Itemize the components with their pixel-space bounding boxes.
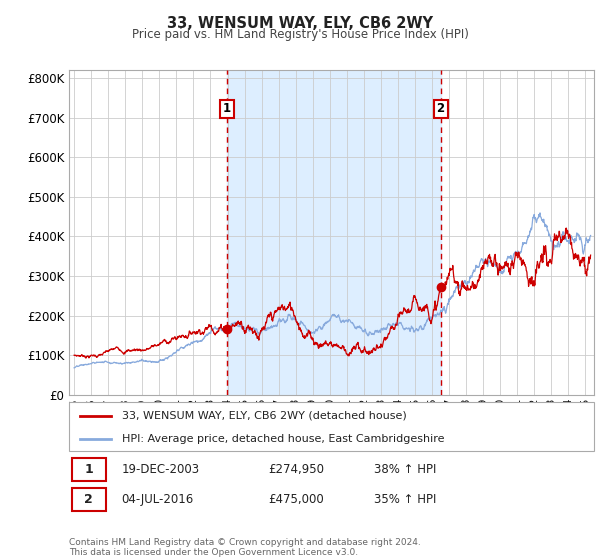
Text: £274,950: £274,950 [269, 463, 325, 476]
Text: 19-DEC-2003: 19-DEC-2003 [121, 463, 200, 476]
FancyBboxPatch shape [69, 402, 594, 451]
FancyBboxPatch shape [71, 458, 106, 481]
FancyBboxPatch shape [71, 488, 106, 511]
Text: 35% ↑ HPI: 35% ↑ HPI [373, 493, 436, 506]
Text: 33, WENSUM WAY, ELY, CB6 2WY: 33, WENSUM WAY, ELY, CB6 2WY [167, 16, 433, 31]
Text: 2: 2 [437, 102, 445, 115]
Text: 2: 2 [85, 493, 93, 506]
Text: 1: 1 [223, 102, 231, 115]
Bar [227, 70, 440, 395]
Text: 1: 1 [85, 463, 93, 476]
Text: Price paid vs. HM Land Registry's House Price Index (HPI): Price paid vs. HM Land Registry's House … [131, 28, 469, 41]
Text: Contains HM Land Registry data © Crown copyright and database right 2024.
This d: Contains HM Land Registry data © Crown c… [69, 538, 421, 557]
Text: 38% ↑ HPI: 38% ↑ HPI [373, 463, 436, 476]
Text: 04-JUL-2016: 04-JUL-2016 [121, 493, 194, 506]
Text: HPI: Average price, detached house, East Cambridgeshire: HPI: Average price, detached house, East… [121, 433, 444, 444]
Text: 33, WENSUM WAY, ELY, CB6 2WY (detached house): 33, WENSUM WAY, ELY, CB6 2WY (detached h… [121, 410, 406, 421]
Text: £475,000: £475,000 [269, 493, 324, 506]
